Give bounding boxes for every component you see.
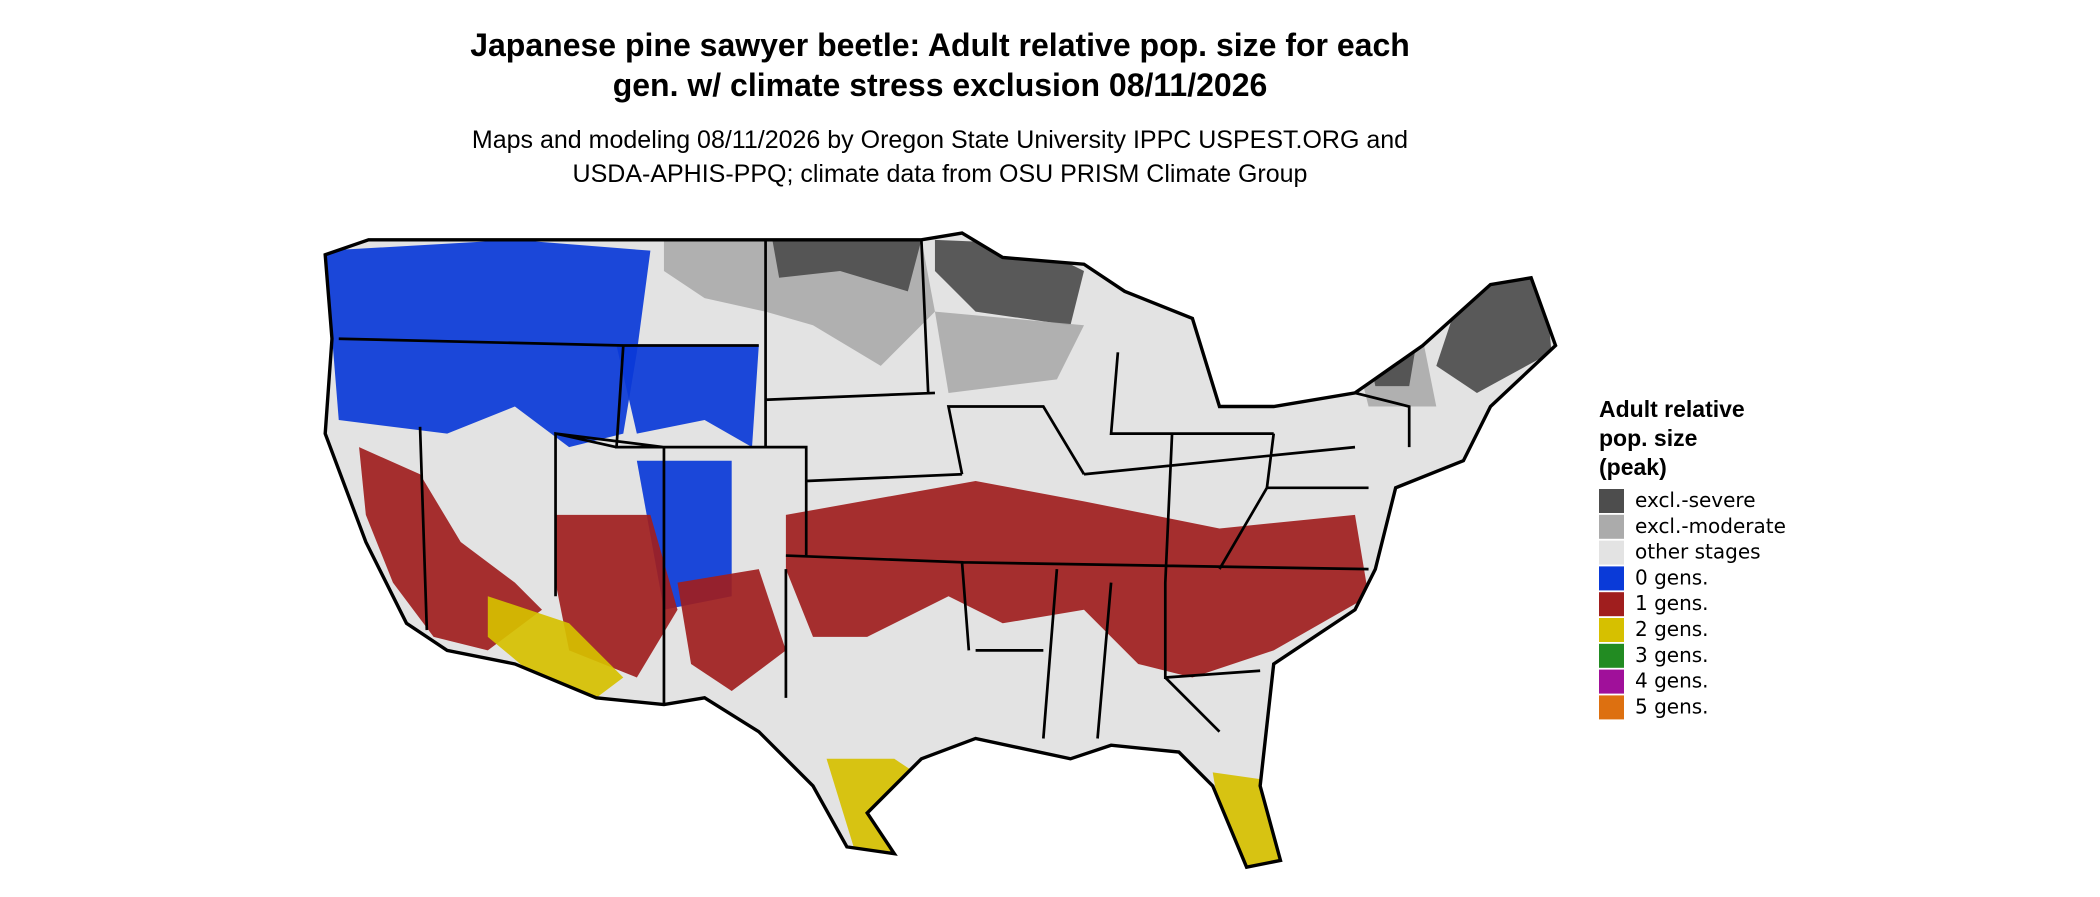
legend-label: excl.-moderate	[1635, 514, 1786, 538]
region	[934, 311, 1084, 393]
legend-label: 1 gens.	[1635, 591, 1709, 615]
legend-title: pop. size	[1599, 425, 1697, 451]
legend-swatch	[1599, 618, 1624, 642]
legend-label: 0 gens.	[1635, 565, 1709, 589]
region	[555, 514, 678, 678]
legend-label: other stages	[1635, 540, 1761, 564]
title-line: gen. w/ climate stress exclusion 08/11/2…	[613, 67, 1268, 103]
region	[663, 239, 766, 312]
legend-swatch	[1599, 514, 1624, 539]
legend-swatch	[1599, 540, 1624, 565]
region	[1436, 277, 1552, 393]
legend-label: excl.-severe	[1635, 488, 1756, 512]
state-borders	[338, 239, 1411, 739]
legend-label: 3 gens.	[1635, 643, 1709, 667]
country-outline	[323, 231, 1558, 870]
title-line: Japanese pine sawyer beetle: Adult relat…	[470, 27, 1410, 63]
legend: Adult relative pop. size (peak) excl.-se…	[1599, 396, 1786, 720]
subtitle-line: Maps and modeling 08/11/2026 by Oregon S…	[472, 126, 1408, 154]
subtitle-line: USDA-APHIS-PPQ; climate data from OSU PR…	[573, 160, 1308, 188]
legend-swatch	[1599, 695, 1624, 720]
legend-label: 2 gens.	[1635, 617, 1709, 641]
legend-swatch	[1599, 592, 1624, 617]
legend-title: Adult relative	[1599, 396, 1745, 422]
legend-swatch	[1599, 489, 1624, 513]
region	[487, 596, 624, 698]
region	[616, 345, 759, 448]
region	[772, 239, 922, 292]
us-map	[323, 231, 1558, 870]
legend-title: (peak)	[1599, 454, 1667, 480]
region	[677, 569, 786, 692]
legend-swatch	[1599, 566, 1624, 591]
region	[785, 481, 1369, 678]
legend-swatch	[1599, 643, 1624, 668]
legend-swatch	[1599, 669, 1624, 694]
legend-label: 4 gens.	[1635, 669, 1709, 693]
legend-label: 5 gens.	[1635, 694, 1709, 718]
